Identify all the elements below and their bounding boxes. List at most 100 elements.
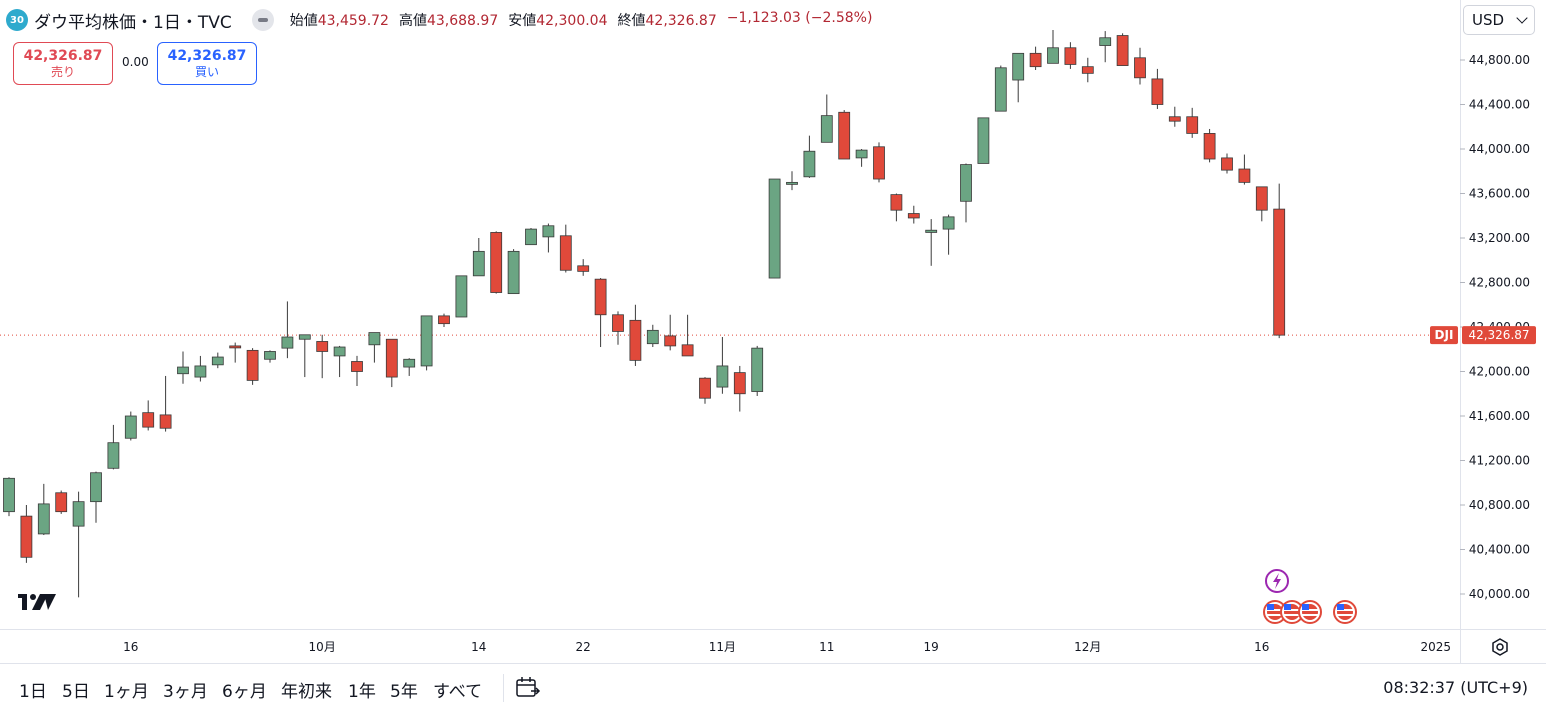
last-price-tag: DJI 42,326.87 (1430, 326, 1536, 345)
settings-gear-icon[interactable] (1492, 638, 1508, 656)
candle (229, 342, 242, 363)
candle-body (890, 194, 903, 211)
candle (925, 219, 938, 266)
candle-body (925, 229, 938, 233)
candle-body (577, 265, 590, 272)
price-axis-label: 41,600.00 (1469, 409, 1530, 423)
candle-body (420, 315, 433, 367)
range-button-5d[interactable]: 5日 (62, 677, 90, 702)
price-axis-label: 41,200.00 (1469, 454, 1530, 468)
time-axis-label: 2025 (1421, 640, 1452, 654)
candle (907, 205, 920, 224)
candle (194, 355, 207, 382)
candle (3, 477, 15, 517)
symbol-legend: 30 ダウ平均株価・1日・TVC 始値43,459.72 高値43,688.97… (6, 8, 872, 33)
candle (786, 171, 798, 191)
range-button-3m[interactable]: 3ヶ月 (163, 677, 208, 702)
candle-body (1047, 47, 1059, 64)
buy-price: 42,326.87 (167, 48, 247, 64)
candle-body (177, 366, 189, 375)
candle (1238, 154, 1251, 185)
candle (333, 345, 346, 378)
hide-legend-icon[interactable] (251, 9, 274, 31)
candle (490, 231, 503, 294)
price-axis-label: 44,800.00 (1469, 53, 1530, 67)
candle-body (907, 213, 920, 219)
candle (820, 94, 833, 143)
sell-button[interactable]: 42,326.87 売り (13, 42, 113, 85)
clock: 08:32:37 (UTC+9) (1383, 678, 1528, 697)
candle (385, 338, 398, 388)
candle-body (1134, 57, 1146, 79)
us-flag-icon (1333, 600, 1357, 624)
candle (1273, 183, 1286, 339)
sell-label: 売り (50, 65, 75, 79)
candle (455, 275, 468, 318)
candle (1168, 106, 1181, 127)
candle-body (246, 349, 259, 381)
price-tag-value: 42,326.87 (1468, 328, 1529, 342)
candle-body (1186, 116, 1199, 134)
candle-body (55, 492, 68, 513)
time-axis-label: 16 (123, 640, 138, 654)
candle (855, 149, 868, 167)
symbol-title[interactable]: ダウ平均株価・1日・TVC (34, 12, 232, 33)
candle-body (472, 250, 485, 277)
candle (177, 351, 189, 384)
candle (577, 259, 590, 276)
us-economic-event-icons[interactable] (1263, 600, 1357, 624)
time-axis-label: 19 (924, 640, 939, 654)
range-button-1y[interactable]: 1年 (348, 677, 376, 702)
range-button-6m[interactable]: 6ヶ月 (222, 677, 267, 702)
candle (1203, 128, 1216, 163)
range-button-1d[interactable]: 1日 (19, 677, 47, 702)
candle-body (298, 334, 311, 340)
candle-body (1064, 47, 1077, 65)
currency-select[interactable]: USD (1463, 5, 1535, 35)
price-axis-label: 44,000.00 (1469, 142, 1530, 156)
candle (403, 358, 416, 376)
candle-body (107, 442, 120, 469)
candle (1151, 68, 1164, 109)
candle (699, 377, 711, 404)
candle-body (803, 150, 816, 178)
range-button-5y[interactable]: 5年 (390, 677, 418, 702)
time-axis: 16 10月 14 22 11月 11 19 12月 16 2025 (123, 640, 1451, 654)
candle (716, 337, 729, 394)
buy-button[interactable]: 42,326.87 買い (157, 42, 257, 85)
candle (994, 65, 1007, 112)
candle (159, 375, 172, 432)
candle-body (37, 503, 50, 535)
range-button-all[interactable]: すべて (433, 677, 482, 702)
candle (612, 311, 624, 345)
candle (629, 304, 642, 366)
go-to-date-icon[interactable] (515, 676, 541, 700)
candle-body (90, 472, 102, 503)
time-axis-label: 11 (819, 640, 834, 654)
candle-body (438, 315, 450, 325)
candle-body (1238, 168, 1251, 183)
candle (681, 314, 694, 357)
candle (90, 471, 102, 523)
candle (542, 223, 555, 253)
price-axis-label: 40,400.00 (1469, 543, 1530, 557)
candle-body (681, 344, 694, 357)
candle-body (542, 225, 555, 238)
range-button-ytd[interactable]: 年初来 (281, 677, 332, 702)
time-axis-label: 11月 (709, 640, 736, 654)
candle (1134, 47, 1146, 85)
candle (298, 334, 311, 378)
time-axis-label: 16 (1254, 640, 1269, 654)
candle-body (594, 278, 607, 316)
candle (803, 135, 816, 178)
symbol-badge[interactable]: 30 (6, 9, 28, 31)
candle-body (942, 216, 955, 230)
price-tag-bg (1462, 326, 1536, 345)
candle (1186, 107, 1199, 138)
tradingview-logo[interactable] (18, 594, 56, 610)
dividend-event-icon[interactable] (1265, 569, 1289, 593)
range-button-1m[interactable]: 1ヶ月 (104, 677, 149, 702)
candle-body (229, 345, 242, 349)
